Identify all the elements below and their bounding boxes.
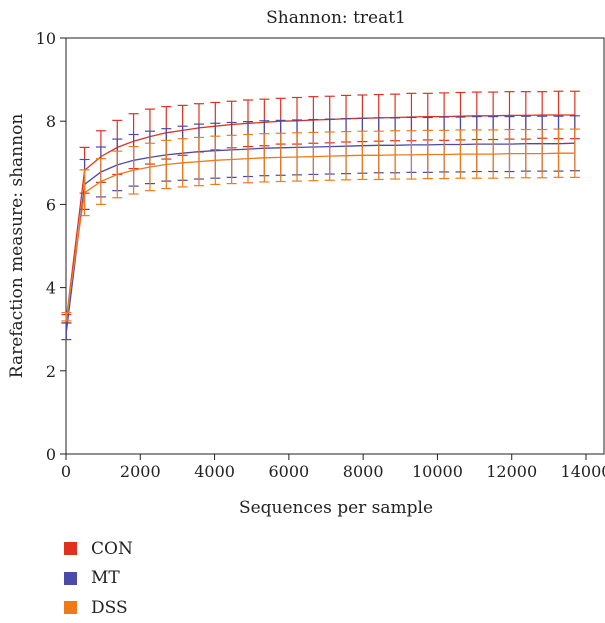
x-tick-label: 2000 <box>120 462 161 481</box>
y-tick-label: 0 <box>46 445 56 464</box>
error-bar <box>193 136 204 187</box>
error-bar <box>259 133 270 183</box>
error-bar <box>61 311 72 322</box>
legend-label: DSS <box>91 597 128 618</box>
error-bar <box>569 128 580 178</box>
x-tick-label: 14000 <box>561 462 605 481</box>
chart-title: Shannon: treat1 <box>266 8 406 28</box>
y-tick-label: 2 <box>46 362 56 381</box>
error-bar <box>128 145 139 195</box>
error-bar <box>373 130 384 181</box>
legend-item-mt: MT <box>64 564 133 594</box>
error-bar <box>553 128 564 178</box>
error-bar <box>488 129 499 179</box>
y-axis: 0 2 4 6 8 10 <box>36 29 66 464</box>
x-tick-label: 0 <box>61 462 71 481</box>
error-bar <box>455 129 466 179</box>
error-bar <box>243 133 253 184</box>
legend-item-con: CON <box>64 534 133 564</box>
error-bar <box>144 142 155 192</box>
legend: CON MT DSS <box>64 534 133 623</box>
error-bar <box>112 150 123 199</box>
x-tick-label: 8000 <box>343 462 384 481</box>
series-layer <box>61 90 580 341</box>
legend-swatch <box>64 571 77 585</box>
error-bar <box>177 138 188 188</box>
plot-area-frame <box>65 37 605 455</box>
error-bar <box>275 132 286 183</box>
error-bar <box>324 131 335 181</box>
x-axis-label: Sequences per sample <box>239 498 433 518</box>
error-bar <box>292 132 303 182</box>
error-bar <box>357 130 368 181</box>
error-bar <box>390 130 401 180</box>
error-bar <box>308 131 319 182</box>
error-bar <box>226 134 237 185</box>
error-bar <box>537 128 548 179</box>
y-axis-label: Rarefaction measure: shannon <box>7 114 27 379</box>
series-line-mt <box>65 142 575 332</box>
legend-item-dss: DSS <box>64 593 133 623</box>
error-bar <box>210 135 221 186</box>
x-tick-label: 12000 <box>486 462 537 481</box>
x-tick-label: 6000 <box>268 462 309 481</box>
series-con <box>61 90 580 324</box>
error-bar <box>471 129 482 179</box>
y-tick-label: 4 <box>46 279 56 298</box>
y-tick-label: 8 <box>46 112 56 131</box>
legend-label: MT <box>91 568 120 589</box>
error-bar <box>95 158 106 205</box>
error-bar <box>520 128 531 179</box>
error-bar <box>504 128 515 179</box>
error-bar <box>341 131 352 181</box>
error-bar <box>161 139 172 190</box>
legend-swatch <box>64 601 77 615</box>
y-tick-label: 10 <box>36 29 56 48</box>
error-bar <box>406 130 417 180</box>
x-axis: 0 2000 4000 6000 8000 10000 12000 14000 <box>61 454 605 481</box>
error-bar <box>79 169 90 217</box>
series-line-dss <box>65 152 575 317</box>
series-line-con <box>65 114 575 319</box>
series-dss <box>61 128 580 322</box>
legend-label: CON <box>91 538 133 559</box>
y-tick-label: 6 <box>46 195 56 214</box>
legend-swatch <box>64 542 77 556</box>
error-bar <box>61 322 72 341</box>
error-bar <box>422 129 433 180</box>
x-tick-label: 10000 <box>412 462 463 481</box>
error-bar <box>439 129 450 180</box>
series-mt <box>61 115 580 341</box>
x-tick-label: 4000 <box>194 462 235 481</box>
